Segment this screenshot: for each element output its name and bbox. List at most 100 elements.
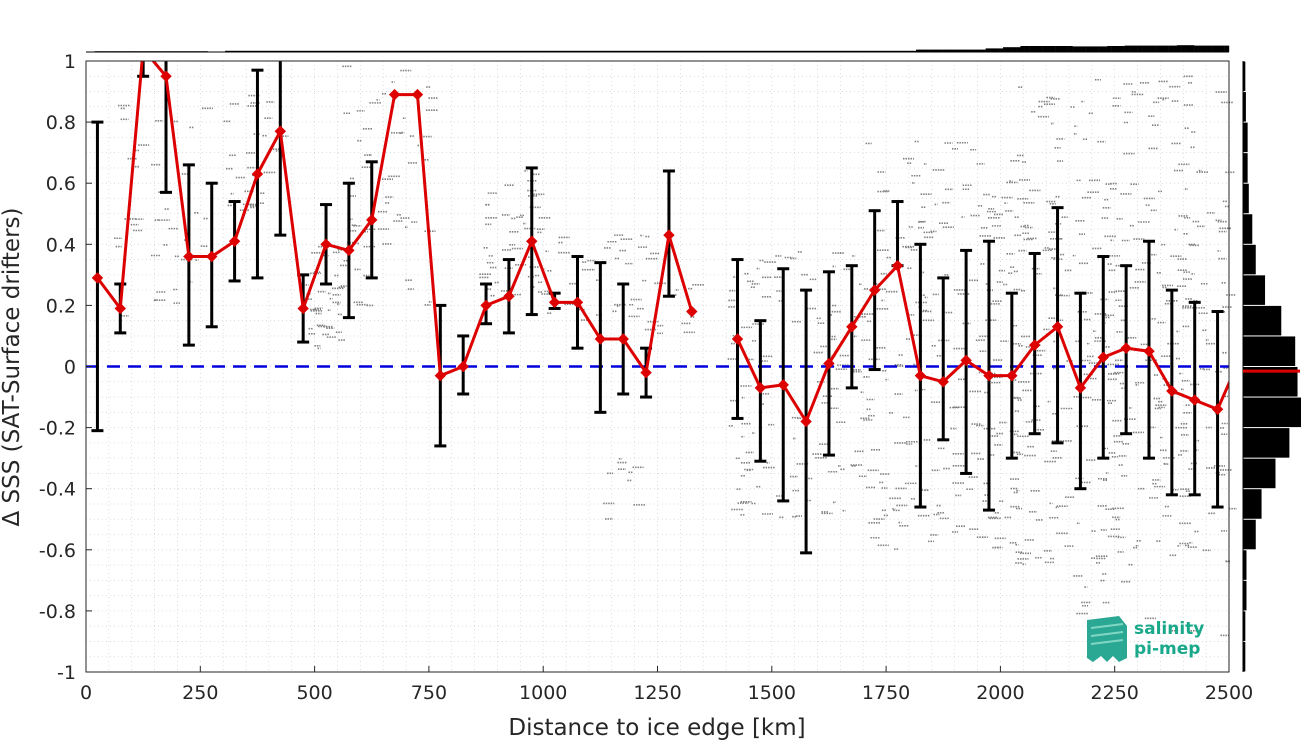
top-histogram-bar (711, 50, 717, 52)
top-histogram-bar (285, 50, 291, 52)
top-histogram-bar (1085, 46, 1091, 52)
top-histogram-bar (494, 50, 500, 52)
top-histogram-bar (420, 50, 426, 52)
top-histogram-bar (524, 50, 530, 52)
mean-marker (548, 296, 561, 309)
top-histogram-bar (433, 50, 439, 52)
top-histogram-bar (485, 50, 491, 52)
top-histogram-bar (1089, 46, 1095, 52)
top-histogram-bar (1211, 45, 1217, 52)
top-histogram-bar (1081, 46, 1086, 52)
top-histogram-bar (659, 50, 665, 52)
right-histogram-bar (1243, 183, 1249, 214)
top-histogram-bar (368, 50, 374, 52)
top-histogram-bar (120, 51, 126, 52)
top-histogram-bar (911, 50, 917, 52)
x-tick-label: 0 (80, 682, 92, 704)
top-histogram-bar (451, 50, 456, 52)
mean-marker (457, 360, 469, 373)
top-histogram-bar (311, 50, 317, 52)
top-histogram-bar (1150, 45, 1156, 52)
x-tick-labels: 0 250 500 750 1000 1250 1500 1750 2000 2250 2500 (80, 666, 1253, 704)
y-tick-label: -0.6 (39, 540, 76, 562)
top-histogram-bar (472, 50, 478, 52)
y-tick-label: 0 (64, 357, 76, 379)
top-histogram-bar (225, 50, 230, 52)
logo-line1: salinity (1134, 619, 1204, 639)
right-histogram-frame (1242, 61, 1302, 672)
top-histogram-bar (637, 50, 643, 52)
mean-marker (640, 366, 652, 379)
top-histogram-bar (272, 50, 278, 52)
top-histogram-bar (968, 49, 973, 52)
top-histogram-bar (611, 50, 617, 52)
top-histogram-bar (372, 50, 378, 52)
logo-wave-stripe-icon (1090, 623, 1124, 645)
top-histogram-bar (142, 51, 148, 52)
top-histogram-bar (885, 50, 891, 52)
top-histogram-bar (607, 50, 613, 52)
top-histogram-bar (681, 50, 686, 52)
top-histogram-bar (1072, 46, 1078, 52)
top-histogram-bar (755, 50, 760, 52)
top-histogram-bar (459, 50, 465, 52)
logo-line2: pi-mep (1134, 639, 1200, 659)
y-axis-label: Δ SSS (SAT-Surface drifters) (0, 208, 25, 527)
top-histogram-bar (394, 50, 400, 52)
top-histogram-bar (590, 50, 595, 52)
top-histogram-bar (1137, 45, 1143, 52)
mean-marker (503, 290, 515, 302)
top-histogram (86, 45, 1230, 53)
top-histogram-bar (190, 51, 195, 52)
top-histogram-bar (1003, 47, 1008, 52)
y-tick-label: 0.4 (46, 234, 76, 256)
top-histogram-bar (868, 50, 873, 52)
mean-marker (1028, 339, 1041, 351)
x-tick-label: 1500 (748, 682, 796, 704)
y-tick-label: 0.2 (46, 295, 76, 317)
logo-wave-icon (1087, 616, 1127, 662)
x-tick-label: 750 (411, 682, 447, 704)
top-histogram-bar (342, 50, 347, 52)
mean-marker (228, 235, 241, 247)
top-histogram-bar (477, 50, 482, 52)
top-histogram-bar (790, 50, 795, 52)
top-histogram-bar (668, 50, 673, 52)
top-histogram-bar (546, 50, 552, 52)
top-histogram-bar (594, 50, 600, 52)
top-histogram-bar (411, 50, 417, 52)
top-histogram-bar (672, 50, 678, 52)
top-histogram-bar (633, 50, 639, 52)
top-histogram-bar (829, 50, 834, 52)
top-histogram-bar (507, 50, 513, 52)
top-histogram-bar (777, 50, 782, 52)
right-histogram-bar (1243, 122, 1248, 153)
mean-marker (846, 321, 858, 333)
top-histogram-bar (655, 50, 660, 52)
top-histogram-bar (385, 50, 391, 52)
top-histogram-bar (168, 51, 174, 52)
right-histogram-bar (1243, 336, 1296, 366)
top-histogram-bar (351, 50, 356, 52)
top-histogram-bar (811, 50, 817, 52)
top-histogram-bar (603, 50, 608, 52)
top-histogram-bar (529, 50, 534, 52)
top-histogram-bar (264, 50, 269, 52)
top-histogram-bar (1142, 45, 1147, 52)
y-tick-label: -0.2 (39, 418, 76, 440)
top-histogram-bar (724, 50, 730, 52)
top-histogram-bar (855, 50, 860, 52)
top-histogram-bar (133, 51, 139, 52)
x-tick-label: 2500 (1205, 682, 1253, 704)
y-tick-label: -0.8 (39, 601, 76, 623)
top-histogram-bar (429, 50, 434, 52)
top-histogram-bar (551, 50, 556, 52)
top-histogram-bar (942, 49, 947, 52)
top-histogram-bar (920, 49, 925, 52)
top-histogram-bar (950, 49, 956, 52)
top-histogram-bar (842, 50, 847, 52)
top-histogram-bar (833, 50, 839, 52)
x-tick-label: 250 (182, 682, 218, 704)
top-histogram-bar (1107, 46, 1112, 52)
top-histogram-bar (863, 50, 869, 52)
